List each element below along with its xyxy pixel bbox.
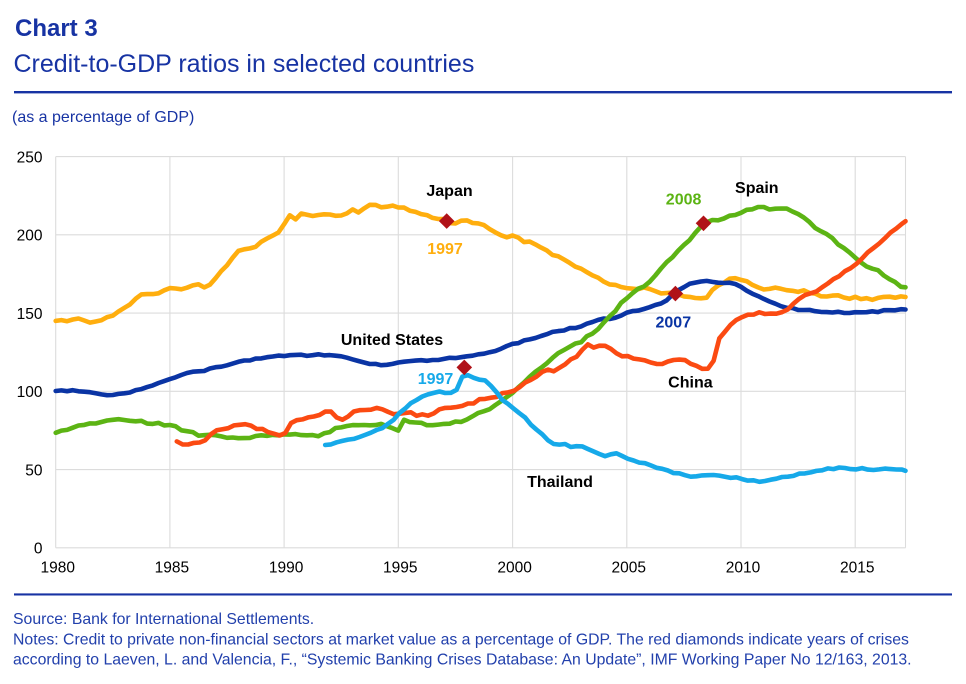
svg-text:2008: 2008 [666,192,702,209]
svg-text:50: 50 [25,462,43,479]
svg-text:150: 150 [17,306,43,323]
svg-text:(as a percentage of GDP): (as a percentage of GDP) [12,109,194,126]
svg-text:1995: 1995 [383,560,417,577]
svg-text:United States: United States [341,332,443,349]
svg-text:2007: 2007 [656,315,692,332]
svg-text:2000: 2000 [497,560,532,577]
svg-text:Spain: Spain [735,180,779,197]
svg-text:according to Laeven, L. and Va: according to Laeven, L. and Valencia, F.… [13,652,912,669]
svg-text:Credit-to-GDP ratios in select: Credit-to-GDP ratios in selected countri… [14,50,475,78]
svg-text:1980: 1980 [40,560,75,577]
svg-text:Notes: Credit to private non-f: Notes: Credit to private non-financial s… [13,631,909,648]
svg-text:1997: 1997 [427,241,463,258]
svg-text:Japan: Japan [426,183,472,200]
svg-text:200: 200 [17,228,43,245]
svg-text:China: China [668,375,713,392]
svg-text:1997: 1997 [418,371,454,388]
svg-text:0: 0 [34,541,43,558]
svg-text:Thailand: Thailand [527,474,593,491]
svg-text:2015: 2015 [840,560,874,577]
svg-text:2005: 2005 [612,560,646,577]
svg-text:1985: 1985 [155,560,189,577]
svg-text:2010: 2010 [726,560,761,577]
svg-text:Source: Bank for International: Source: Bank for International Settlemen… [13,611,314,628]
svg-text:Chart 3: Chart 3 [15,15,98,42]
svg-text:250: 250 [17,149,43,166]
svg-text:100: 100 [17,384,43,401]
svg-text:1990: 1990 [269,560,304,577]
